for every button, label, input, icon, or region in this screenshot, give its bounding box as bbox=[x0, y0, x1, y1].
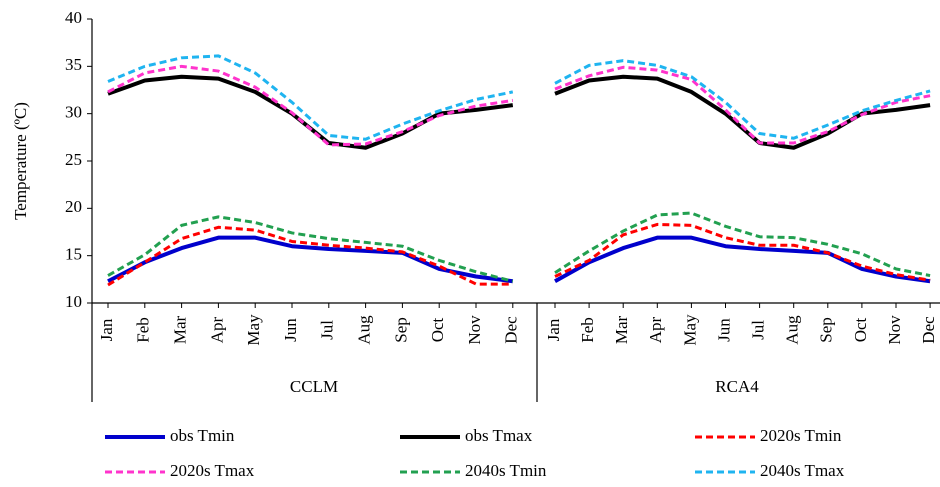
y-tick-label: 20 bbox=[65, 197, 82, 216]
legend-label: 2040s Tmin bbox=[465, 461, 547, 480]
x-tick-label: Mar bbox=[612, 316, 631, 345]
y-axis-label: Temperature (ºC) bbox=[11, 102, 30, 220]
y-tick-label: 25 bbox=[65, 150, 82, 169]
series-line bbox=[554, 65, 931, 145]
x-tick-label: Feb bbox=[134, 317, 153, 343]
series-line bbox=[554, 211, 931, 278]
x-tick-label: Jul bbox=[749, 320, 768, 340]
x-tick-label: Sep bbox=[817, 317, 836, 343]
x-tick-label: Jan bbox=[97, 318, 116, 341]
x-tick-label: Jan bbox=[544, 318, 563, 341]
series-line bbox=[554, 74, 931, 150]
series-line bbox=[554, 59, 931, 140]
x-tick-label: Nov bbox=[465, 315, 484, 345]
x-tick-label: Oct bbox=[428, 317, 447, 342]
x-tick-label: Aug bbox=[355, 315, 374, 345]
y-tick-label: 10 bbox=[65, 292, 82, 311]
x-tick-label: May bbox=[244, 314, 263, 346]
x-tick-label: Aug bbox=[783, 315, 802, 345]
x-tick-label: Jun bbox=[714, 318, 733, 342]
series-line bbox=[107, 235, 514, 284]
x-tick-label: Dec bbox=[502, 316, 521, 344]
legend-label: 2020s Tmin bbox=[760, 426, 842, 445]
series-line bbox=[107, 64, 514, 147]
x-tick-label: Mar bbox=[171, 316, 190, 345]
series-line bbox=[107, 215, 514, 283]
x-tick-label: Apr bbox=[207, 316, 226, 343]
panel-label: CCLM bbox=[290, 377, 338, 396]
series-line bbox=[554, 222, 931, 282]
legend-label: 2040s Tmax bbox=[760, 461, 845, 480]
x-tick-label: Apr bbox=[646, 316, 665, 343]
legend-label: obs Tmin bbox=[170, 426, 235, 445]
legend-label: 2020s Tmax bbox=[170, 461, 255, 480]
legend-label: obs Tmax bbox=[465, 426, 533, 445]
x-tick-label: Sep bbox=[391, 317, 410, 343]
panel-label: RCA4 bbox=[715, 377, 759, 396]
y-tick-label: 35 bbox=[65, 55, 82, 74]
x-tick-label: Feb bbox=[578, 317, 597, 343]
y-tick-label: 40 bbox=[65, 8, 82, 27]
series-line bbox=[554, 235, 931, 284]
series-line bbox=[107, 225, 513, 287]
x-tick-label: Oct bbox=[851, 317, 870, 342]
x-tick-label: Jun bbox=[281, 318, 300, 342]
y-tick-label: 30 bbox=[65, 103, 82, 122]
series-line bbox=[107, 54, 514, 141]
x-tick-label: Nov bbox=[885, 315, 904, 345]
x-tick-label: May bbox=[680, 314, 699, 346]
x-tick-label: Dec bbox=[919, 316, 938, 344]
y-tick-label: 15 bbox=[65, 245, 82, 264]
x-tick-label: Jul bbox=[318, 320, 337, 340]
